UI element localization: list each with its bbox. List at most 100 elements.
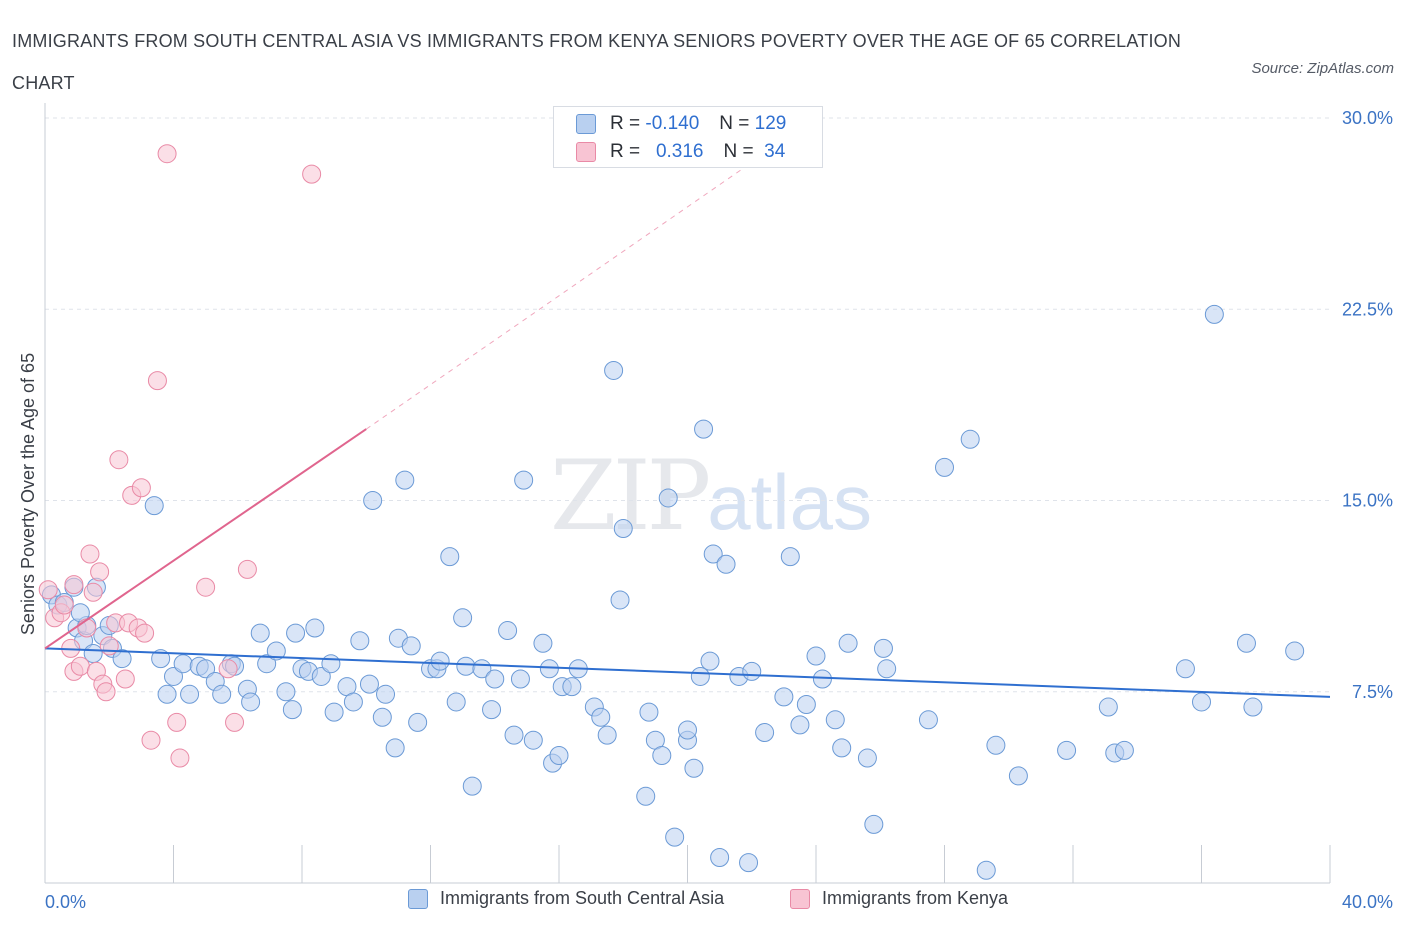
y-tick-label: 22.5%: [1342, 299, 1393, 319]
data-point: [918, 710, 938, 730]
n-label: N =: [723, 141, 754, 162]
stat-row-south-central-asia: R = -0.140 N = 129: [576, 110, 786, 138]
data-point: [636, 786, 656, 806]
data-point: [935, 457, 954, 477]
data-point: [440, 547, 460, 567]
data-point: [604, 360, 624, 380]
data-point: [131, 478, 151, 498]
data-point: [180, 684, 200, 704]
data-point: [141, 730, 161, 750]
n-label: N =: [719, 113, 750, 134]
data-point: [864, 814, 884, 834]
legend-swatch-blue: [408, 888, 428, 909]
legend-item-kenya[interactable]: Immigrants from Kenya: [790, 888, 1008, 909]
data-point: [652, 746, 672, 765]
data-point: [960, 429, 980, 449]
data-point: [446, 692, 466, 712]
data-point: [1192, 692, 1211, 712]
r-label: R =: [610, 141, 641, 162]
data-point: [282, 700, 302, 720]
data-point: [976, 860, 996, 880]
data-point: [780, 547, 800, 567]
data-point: [549, 746, 569, 765]
n-value: 129: [754, 113, 787, 134]
data-point: [408, 712, 428, 732]
data-point: [135, 623, 155, 643]
data-point: [144, 496, 164, 516]
data-point: [157, 684, 177, 704]
legend-item-south-central-asia[interactable]: Immigrants from South Central Asia: [408, 888, 724, 909]
data-point: [77, 618, 97, 638]
trend-extension-kenya: [365, 117, 817, 430]
data-point: [83, 582, 103, 602]
data-point: [173, 654, 193, 674]
data-point: [430, 651, 450, 671]
data-point: [90, 562, 110, 582]
data-point: [1285, 641, 1305, 661]
data-point: [462, 776, 482, 796]
data-point: [806, 646, 826, 666]
data-point: [700, 651, 720, 671]
data-point: [112, 649, 132, 669]
data-point: [690, 666, 710, 686]
data-point: [109, 450, 129, 470]
watermark-atlas: atlas: [707, 458, 872, 546]
data-point: [70, 656, 90, 676]
data-point: [343, 692, 363, 712]
y-tick-label: 30.0%: [1342, 108, 1393, 128]
data-point: [321, 654, 341, 674]
data-point: [610, 590, 630, 610]
data-point: [38, 580, 58, 600]
data-point: [453, 608, 473, 628]
data-point: [456, 656, 476, 676]
data-point: [80, 544, 100, 564]
data-point: [639, 702, 659, 722]
legend-label: Immigrants from South Central Asia: [440, 888, 725, 908]
data-point: [376, 684, 396, 704]
data-point: [212, 684, 232, 704]
watermark: ZIPatlas: [550, 440, 872, 552]
data-point: [401, 636, 421, 656]
data-point: [170, 748, 190, 768]
data-point: [539, 659, 559, 679]
data-point: [302, 164, 322, 184]
data-point: [613, 519, 633, 539]
data-point: [1114, 740, 1134, 760]
data-point: [755, 723, 775, 743]
data-point: [363, 491, 383, 510]
data-point: [286, 623, 306, 643]
data-point: [790, 715, 810, 735]
data-point: [504, 725, 524, 745]
data-point: [241, 692, 261, 712]
data-point: [164, 666, 183, 686]
data-point: [665, 827, 685, 847]
data-point: [796, 695, 816, 714]
data-point: [597, 725, 617, 745]
data-point: [485, 669, 505, 689]
data-point: [498, 621, 518, 641]
x-tick-label: 40.0%: [1342, 892, 1393, 912]
data-point: [96, 682, 116, 702]
data-point: [115, 669, 135, 689]
data-point: [395, 470, 415, 490]
data-point: [658, 488, 678, 508]
data-point: [196, 577, 216, 597]
data-point: [857, 748, 877, 768]
data-point: [350, 631, 370, 651]
data-point: [710, 848, 730, 867]
data-point: [257, 654, 277, 674]
data-point: [678, 720, 697, 740]
legend-swatch-pink: [790, 888, 810, 909]
r-value: 0.316: [655, 141, 704, 162]
data-point: [147, 371, 167, 391]
r-label: R =: [610, 113, 641, 134]
data-point: [359, 674, 379, 694]
data-point: [372, 707, 392, 727]
data-point: [266, 641, 286, 661]
data-point: [1236, 633, 1256, 653]
data-point: [157, 144, 177, 164]
data-point: [694, 419, 714, 439]
data-point: [703, 544, 723, 564]
chart-legend: Immigrants from South Central Asia Immig…: [0, 888, 1406, 916]
trend-line-south-central-asia: [44, 647, 1331, 698]
